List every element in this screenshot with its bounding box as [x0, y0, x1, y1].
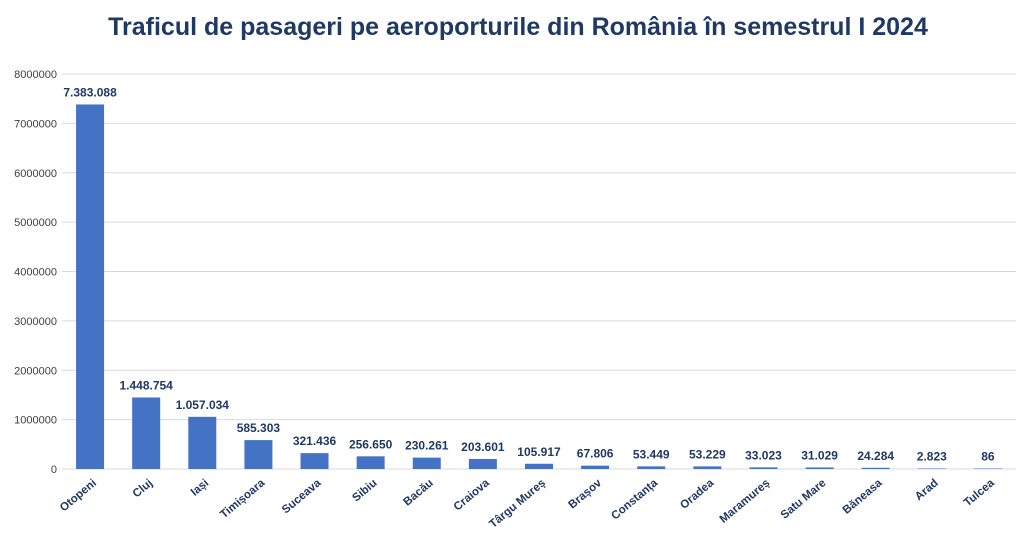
- x-tick-label: Tulcea: [962, 477, 997, 509]
- x-tick-label: Iași: [189, 477, 211, 499]
- bar: [300, 453, 329, 469]
- y-tick-label: 3000000: [14, 316, 57, 328]
- bar: [805, 467, 834, 469]
- x-tick-label: Constanța: [609, 477, 660, 523]
- bar: [693, 466, 722, 469]
- data-label: 53.449: [633, 447, 670, 461]
- bar: [244, 440, 273, 469]
- grid-layer: [62, 73, 1016, 470]
- y-tick-label: 6000000: [14, 168, 57, 180]
- bar: [861, 467, 890, 469]
- data-label: 24.284: [857, 449, 894, 463]
- y-tick-label: 8000000: [14, 69, 57, 81]
- x-tick-label: Cluj: [131, 477, 155, 500]
- data-label: 7.383.088: [63, 85, 117, 99]
- data-label: 321.436: [293, 434, 337, 448]
- data-label: 585.303: [237, 421, 281, 435]
- chart-title: Traficul de pasageri pe aeroporturile di…: [108, 13, 928, 41]
- bar: [973, 468, 1002, 469]
- data-label: 256.650: [349, 437, 393, 451]
- x-tick-label: Sibiu: [350, 477, 379, 504]
- bar: [525, 463, 553, 469]
- x-tick-label: Bacău: [402, 477, 436, 508]
- data-label: 203.601: [461, 440, 505, 454]
- y-tick-label: 4000000: [14, 267, 57, 279]
- data-label: 230.261: [405, 439, 449, 453]
- data-label: 2.823: [917, 450, 947, 464]
- x-axis-ticks: Otopeni Cluj Iași Timișoara Suceava Sibiu Bacă…: [58, 477, 997, 531]
- bar: [356, 456, 385, 469]
- bar: [132, 397, 161, 469]
- y-axis-ticks: 0 1000000 2000000 3000000 4000000 5000000 6000…: [14, 69, 57, 476]
- x-tick-label: Otopeni: [58, 477, 99, 514]
- x-tick-label: Băneasa: [841, 477, 885, 517]
- data-label: 105.917: [517, 445, 561, 459]
- x-tick-label: Craiova: [452, 477, 492, 514]
- x-tick-label: Târgu Mureș: [487, 477, 548, 531]
- data-label: 1.448.754: [119, 378, 173, 392]
- y-tick-label: 1000000: [14, 415, 57, 427]
- x-tick-label: Satu Mare: [779, 477, 829, 522]
- bar: [749, 467, 778, 469]
- x-tick-label: Brașov: [566, 477, 604, 512]
- x-tick-label: Suceava: [280, 477, 324, 517]
- x-tick-label: Maramureș: [718, 477, 773, 526]
- x-tick-label: Timișoara: [218, 477, 268, 521]
- x-tick-label: Oradea: [678, 477, 717, 512]
- data-label: 67.806: [577, 447, 614, 461]
- y-tick-label: 2000000: [14, 365, 57, 377]
- bar: [188, 416, 217, 469]
- data-label: 53.229: [689, 447, 726, 461]
- bar: [581, 465, 610, 469]
- y-tick-label: 0: [51, 464, 57, 476]
- x-tick-label: Arad: [913, 477, 941, 503]
- data-label: 1.057.034: [176, 398, 230, 412]
- bars: [76, 104, 1002, 470]
- bar: [412, 457, 441, 469]
- bar: [637, 466, 666, 469]
- bar: [917, 468, 946, 469]
- data-label: 86: [981, 450, 995, 464]
- bar: [76, 104, 105, 470]
- data-label: 31.029: [801, 448, 838, 462]
- y-tick-label: 7000000: [14, 118, 57, 130]
- y-tick-label: 5000000: [14, 217, 57, 229]
- bar: [468, 458, 497, 469]
- data-label: 33.023: [745, 448, 782, 462]
